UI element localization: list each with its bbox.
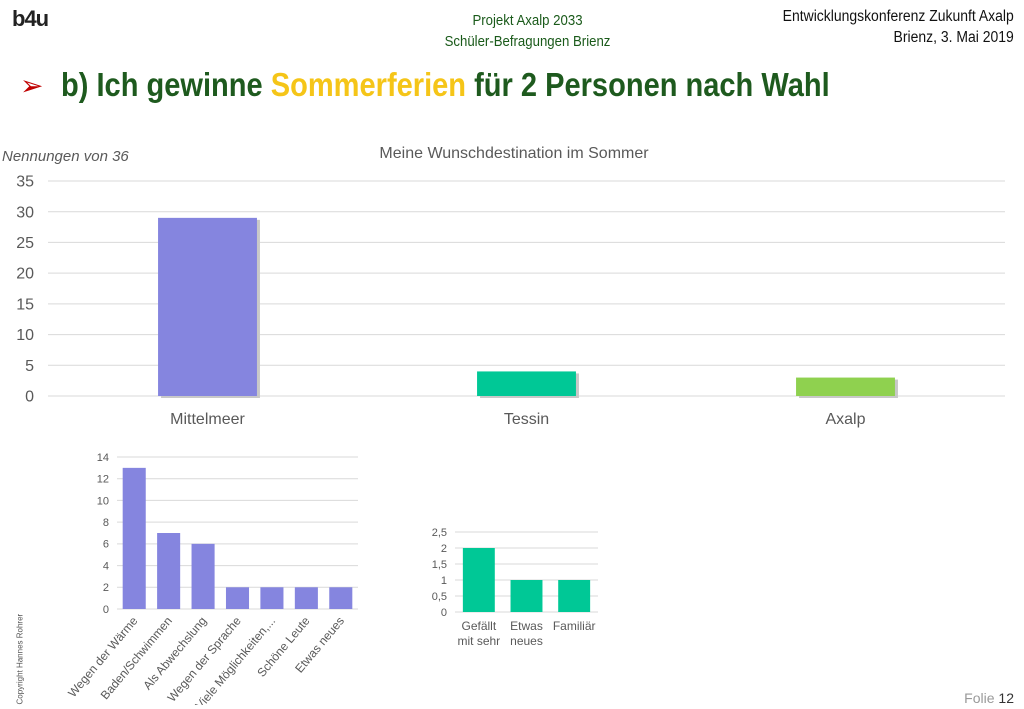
bar (796, 377, 895, 396)
slide-number-label: Folie (964, 690, 995, 706)
slide-title-part1: b) Ich gewinne (61, 66, 272, 103)
y-tick-label: 0 (25, 389, 34, 406)
project-name: Projekt Axalp 2033 (472, 12, 583, 29)
bar (294, 587, 318, 609)
bar (191, 543, 215, 609)
y-tick-label: 10 (97, 495, 109, 507)
y-tick-label: 35 (16, 174, 34, 191)
bar (260, 587, 284, 609)
y-tick-label: 2 (441, 543, 447, 555)
slide-title-highlight: Sommerferien (271, 66, 467, 103)
slide-number: Folie 12 (964, 690, 1014, 706)
event-header: Entwicklungskonferenz Zukunft Axalp Brie… (783, 6, 1014, 48)
y-axis-label: Nennungen von 36 (2, 148, 129, 165)
slide-title: b) Ich gewinne Sommerferien für 2 Person… (61, 66, 830, 104)
x-tick-label: mit sehr (457, 634, 500, 648)
event-name: Entwicklungskonferenz Zukunft Axalp (782, 8, 1014, 25)
brand-logo: b4u (12, 6, 49, 31)
chart-title: Meine Wunschdestination im Sommer (379, 145, 649, 162)
y-tick-label: 0 (441, 607, 447, 619)
slide-number-value: 12 (998, 690, 1014, 706)
y-tick-label: 5 (25, 358, 34, 375)
y-tick-label: 2 (103, 582, 109, 594)
y-tick-label: 1,5 (432, 559, 447, 571)
x-tick-label: neues (510, 634, 543, 648)
y-tick-label: 8 (103, 517, 109, 529)
event-date: Brienz, 3. Mai 2019 (893, 29, 1014, 46)
slide-title-row: ➢ b) Ich gewinne Sommerferien für 2 Pers… (20, 66, 935, 104)
y-tick-label: 14 (97, 452, 109, 464)
x-tick-label: Familiär (553, 619, 596, 633)
bar (477, 371, 576, 396)
x-tick-label: Gefällt (461, 619, 496, 633)
copyright-note: Copyright Hannes Rohrer (15, 613, 25, 705)
x-tick-label: Axalp (825, 411, 865, 428)
y-tick-label: 4 (103, 560, 109, 572)
x-tick-label: Mittelmeer (170, 411, 245, 428)
y-tick-label: 25 (16, 235, 34, 252)
arrow-bullet-icon: ➢ (20, 69, 44, 101)
bar (225, 587, 250, 609)
x-tick-label: Etwas (510, 619, 543, 633)
y-tick-label: 2,5 (432, 527, 447, 539)
y-tick-label: 10 (16, 327, 34, 344)
bar (510, 580, 543, 612)
y-tick-label: 6 (103, 539, 109, 551)
y-tick-label: 0 (103, 604, 109, 616)
bar (558, 580, 591, 612)
y-tick-label: 12 (97, 474, 109, 486)
main-bar-chart: 0 5 10 15 20 25 30 35 Mittelmeer Tessin Axalp Meine… (2, 145, 1005, 428)
bar (158, 217, 257, 396)
bar (157, 533, 181, 609)
y-tick-label: 30 (16, 204, 34, 221)
bar (122, 467, 146, 609)
y-tick-label: 1 (441, 575, 447, 587)
project-header: Projekt Axalp 2033 Schüler-Befragungen B… (415, 10, 639, 52)
survey-name: Schüler-Befragungen Brienz (444, 33, 611, 50)
y-tick-label: 20 (16, 266, 34, 283)
bar (329, 587, 353, 609)
slide-title-part2: für 2 Personen nach Wahl (466, 66, 831, 103)
x-tick-label: Tessin (504, 411, 549, 428)
bar (462, 548, 495, 612)
y-tick-label: 15 (16, 296, 34, 313)
y-tick-label: 0,5 (432, 591, 447, 603)
